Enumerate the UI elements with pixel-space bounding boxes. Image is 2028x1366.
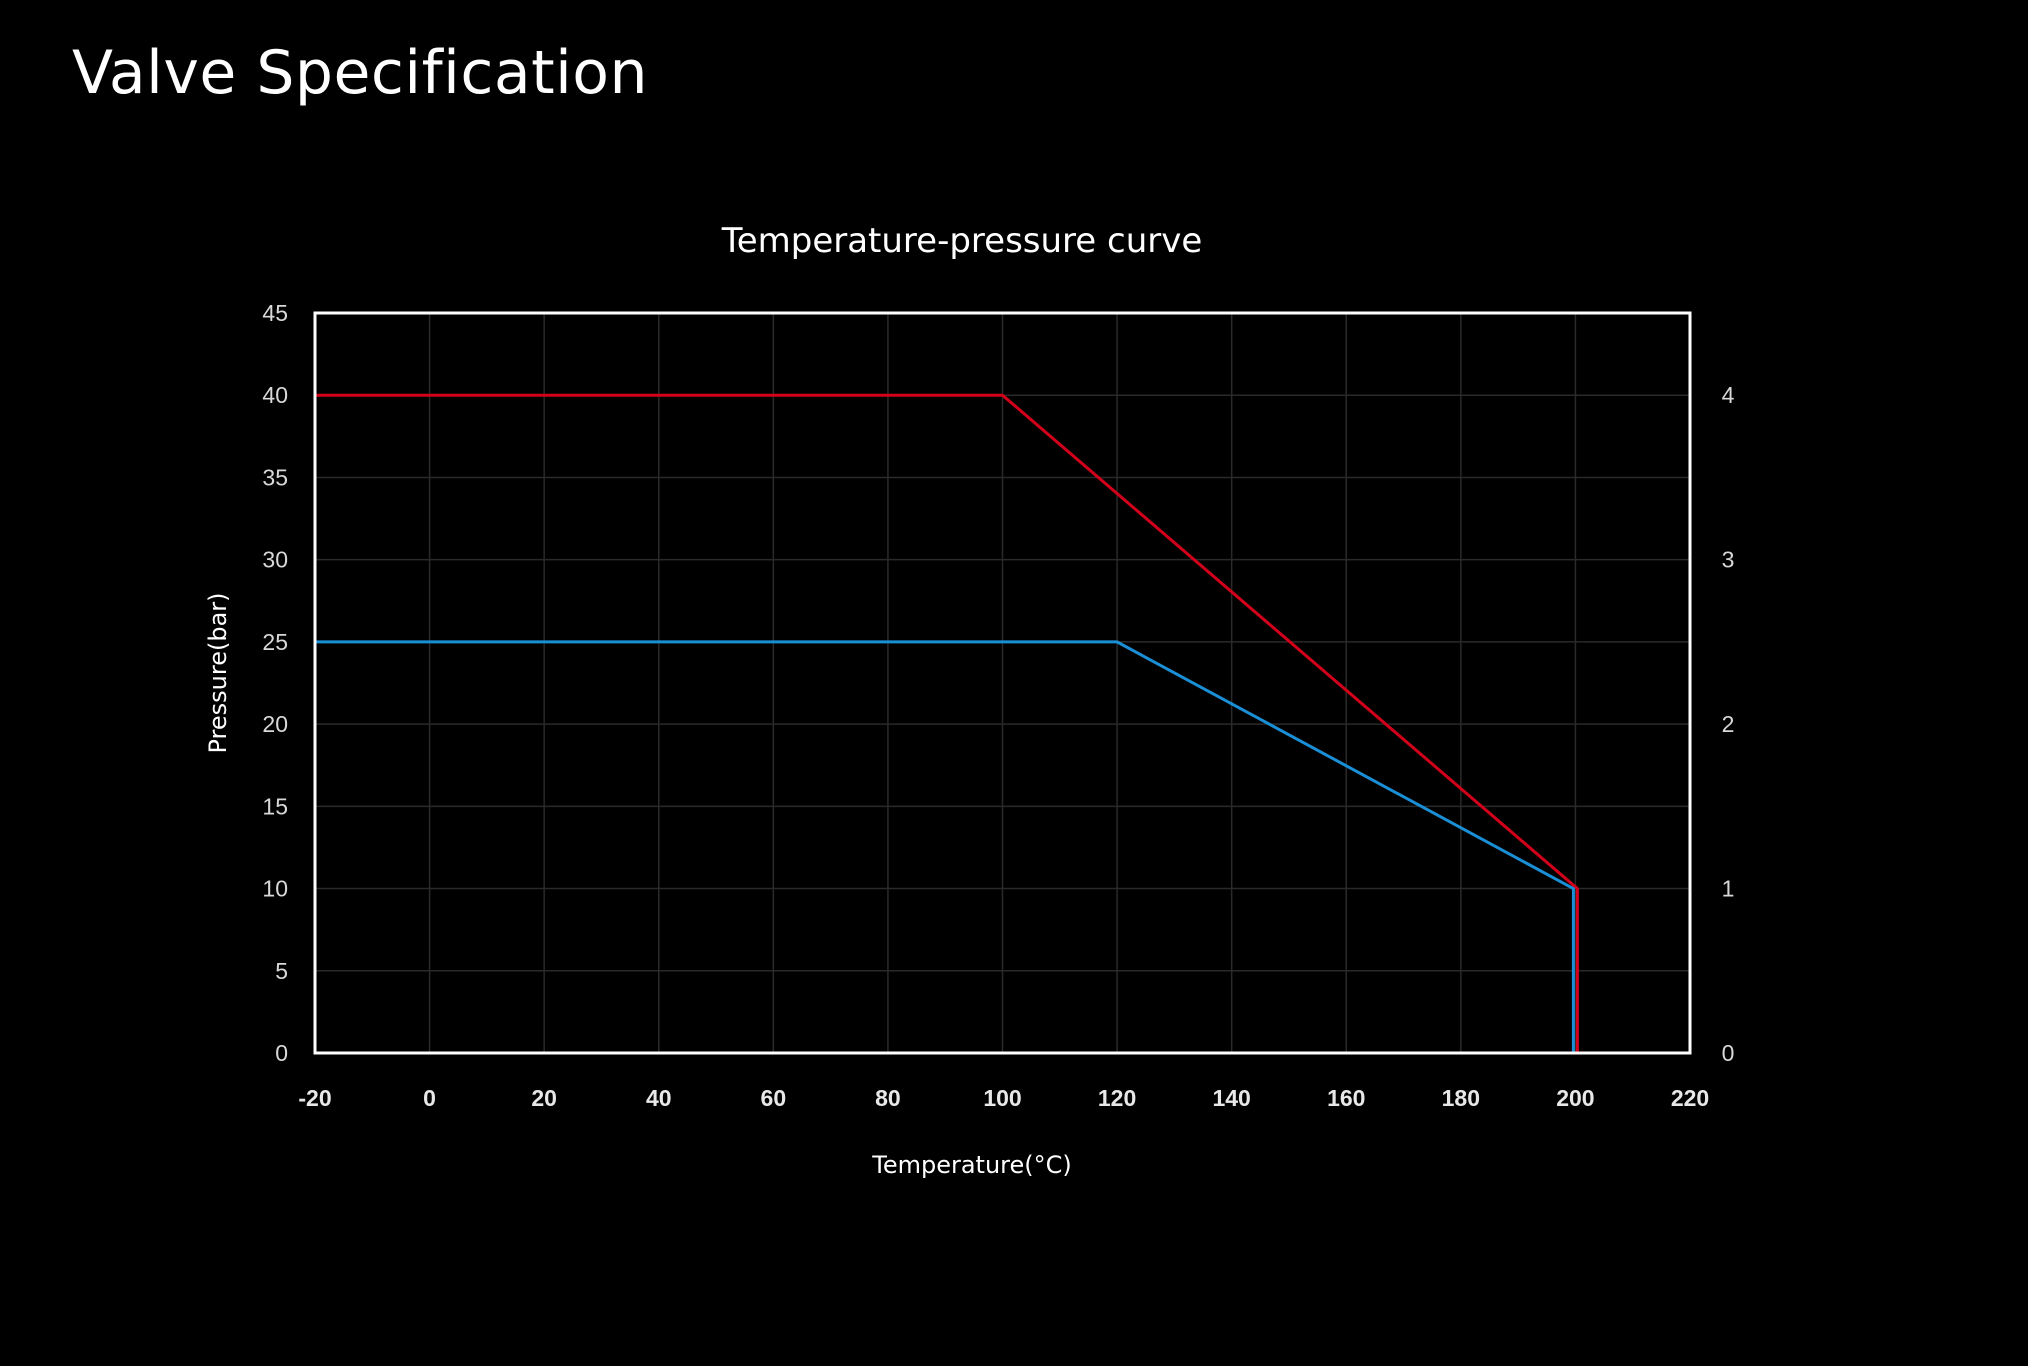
y-tick-label: 10 [262, 876, 288, 902]
y-tick-label: 25 [262, 629, 288, 655]
x-tick-label: 180 [1442, 1085, 1480, 1111]
x-tick-label: 140 [1212, 1085, 1250, 1111]
y-tick-label: 0 [275, 1040, 288, 1066]
y2-tick-label: 0 [1722, 1040, 1735, 1066]
x-tick-label: 100 [983, 1085, 1021, 1111]
x-tick-label: 40 [646, 1085, 672, 1111]
x-tick-label: 20 [531, 1085, 557, 1111]
y-tick-label: 30 [262, 547, 288, 573]
y-tick-label: 45 [262, 300, 288, 326]
tick-labels: -20 0 20 40 60 80 100 120 140 160 180 200 2200510152… [262, 300, 1734, 1111]
y2-tick-label: 2 [1722, 711, 1735, 737]
x-tick-label: 0 [423, 1085, 436, 1111]
x-tick-label: 60 [761, 1085, 787, 1111]
x-tick-label: 80 [875, 1085, 901, 1111]
x-tick-label: 160 [1327, 1085, 1365, 1111]
series-lines [315, 393, 1579, 1053]
series-line-blue [315, 640, 1575, 1053]
y2-tick-label: 4 [1722, 382, 1735, 408]
grid-lines [314, 312, 1691, 1054]
x-tick-label: 200 [1556, 1085, 1594, 1111]
y-axis-label: Pressure(bar) [204, 592, 232, 753]
x-axis-label: Temperature(°C) [871, 1151, 1072, 1179]
page-title: Valve Specification [72, 38, 649, 108]
y-tick-label: 5 [275, 958, 288, 984]
y2-tick-label: 3 [1722, 547, 1735, 573]
y-tick-label: 20 [262, 711, 288, 737]
x-tick-label: -20 [298, 1085, 331, 1111]
series-line-red [315, 393, 1579, 1053]
x-tick-label: 120 [1098, 1085, 1136, 1111]
y2-tick-label: 1 [1722, 876, 1735, 902]
y-tick-label: 35 [262, 464, 288, 490]
plot-frame [313, 311, 1692, 1055]
chart-title: Temperature-pressure curve [721, 221, 1203, 261]
y-tick-label: 15 [262, 793, 288, 819]
x-tick-label: 220 [1671, 1085, 1709, 1111]
y-tick-label: 40 [262, 382, 288, 408]
